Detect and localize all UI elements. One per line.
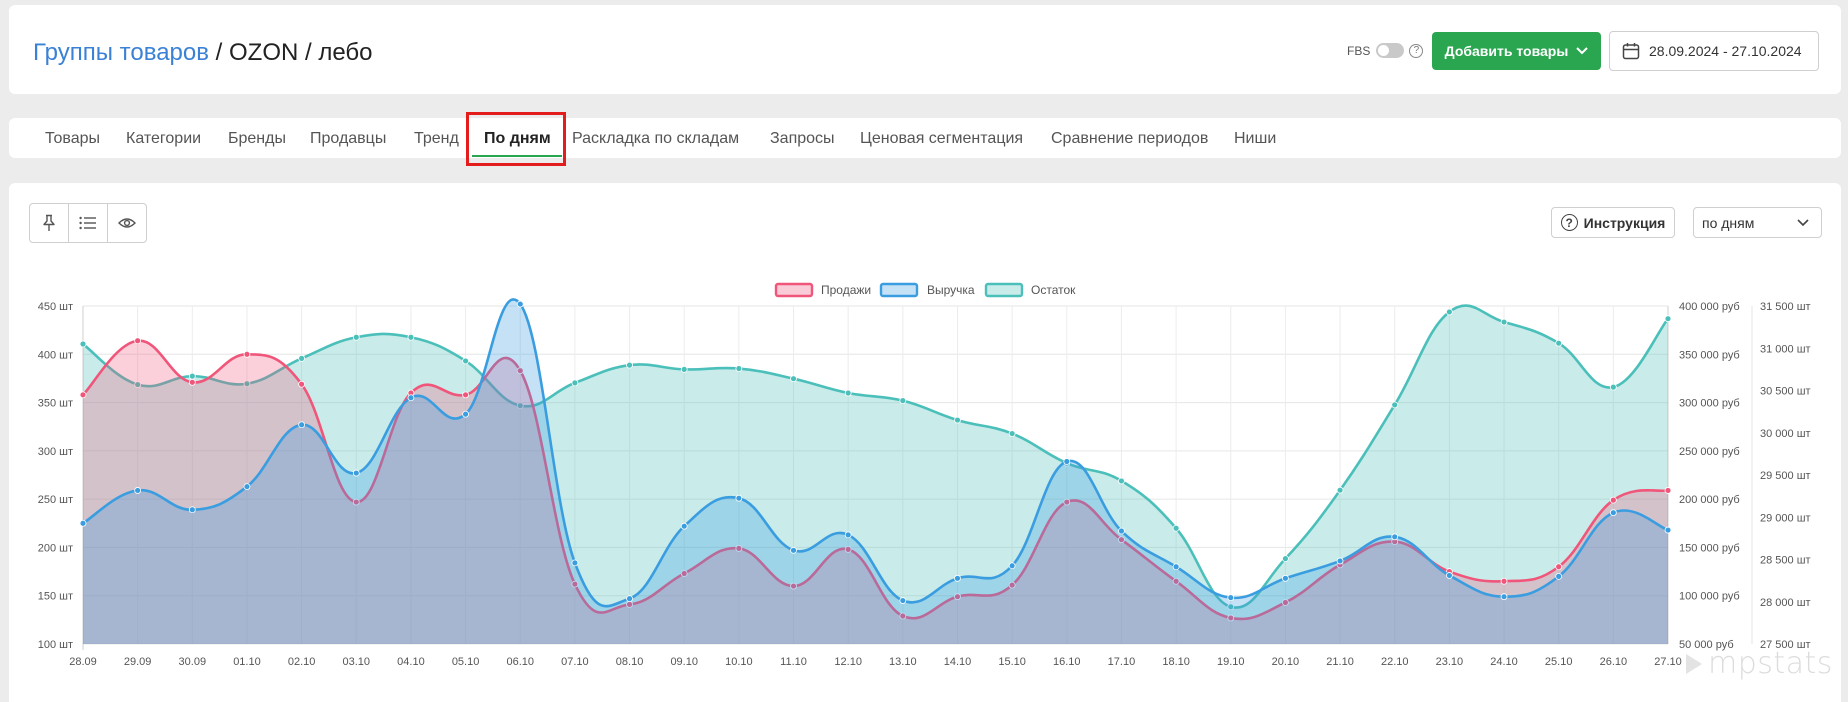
breadcrumb-group: OZON [229,39,299,66]
tab-price-segmentation[interactable]: Ценовая сегментация [860,130,1024,147]
breadcrumb-link-groups[interactable]: Группы товаров [33,39,209,66]
tabs-bar: Товары Категории Бренды Продавцы Тренд П… [9,112,1841,166]
mpstats-logo-icon [1686,653,1702,674]
list-button[interactable] [68,203,108,243]
date-range-text: 28.09.2024 - 27.10.2024 [1649,43,1802,59]
date-range-picker[interactable]: 28.09.2024 - 27.10.2024 [1609,31,1819,71]
breadcrumb-separator: / [208,39,229,66]
breadcrumb: Группы товаров / OZON / лебо [33,39,373,67]
tab-by-days[interactable]: По дням [484,130,551,147]
pin-icon [43,214,55,231]
tab-warehouse-layout[interactable]: Раскладка по складам [572,130,740,147]
add-products-label: Добавить товары [1444,43,1569,59]
tab-brands[interactable]: Бренды [228,130,286,147]
chart-panel: ? Инструкция по дням [9,183,1841,702]
fbs-help-icon[interactable]: ? [1409,43,1424,58]
tab-categories[interactable]: Категории [126,130,202,147]
tab-niches[interactable]: Ниши [1234,130,1277,147]
tab-period-comparison[interactable]: Сравнение периодов [1051,130,1209,147]
period-select[interactable]: по дням [1693,207,1822,238]
mpstats-watermark: mpstats [1684,646,1833,681]
breadcrumb-item: лебо [318,39,373,66]
tab-sellers[interactable]: Продавцы [310,130,387,147]
header-card: Группы товаров / OZON / лебо FBS ? Добав… [9,5,1841,94]
instruction-label: Инструкция [1583,214,1666,231]
tab-trend[interactable]: Тренд [414,130,459,147]
add-products-button[interactable]: Добавить товары [1432,32,1601,70]
instruction-button[interactable]: ? Инструкция [1551,207,1675,238]
list-icon [79,216,96,230]
question-circle-icon: ? [1560,214,1578,231]
chevron-down-icon [1797,218,1809,226]
chart-toolbar [29,203,147,243]
period-select-value: по дням [1702,214,1755,231]
pin-button[interactable] [29,203,69,243]
active-tab-highlight-frame [466,112,566,166]
eye-icon [118,218,136,228]
tab-queries[interactable]: Запросы [770,130,835,147]
breadcrumb-separator: / [298,39,319,66]
calendar-icon [1622,43,1640,60]
fbs-control: FBS ? [1347,43,1424,58]
tab-products[interactable]: Товары [45,130,101,147]
fbs-label: FBS [1347,43,1371,58]
watermark-text: mpstats [1708,646,1833,681]
active-tab-underline [472,155,562,157]
visibility-button[interactable] [107,203,147,243]
chevron-down-icon [1576,47,1589,55]
fbs-toggle[interactable] [1376,43,1405,58]
